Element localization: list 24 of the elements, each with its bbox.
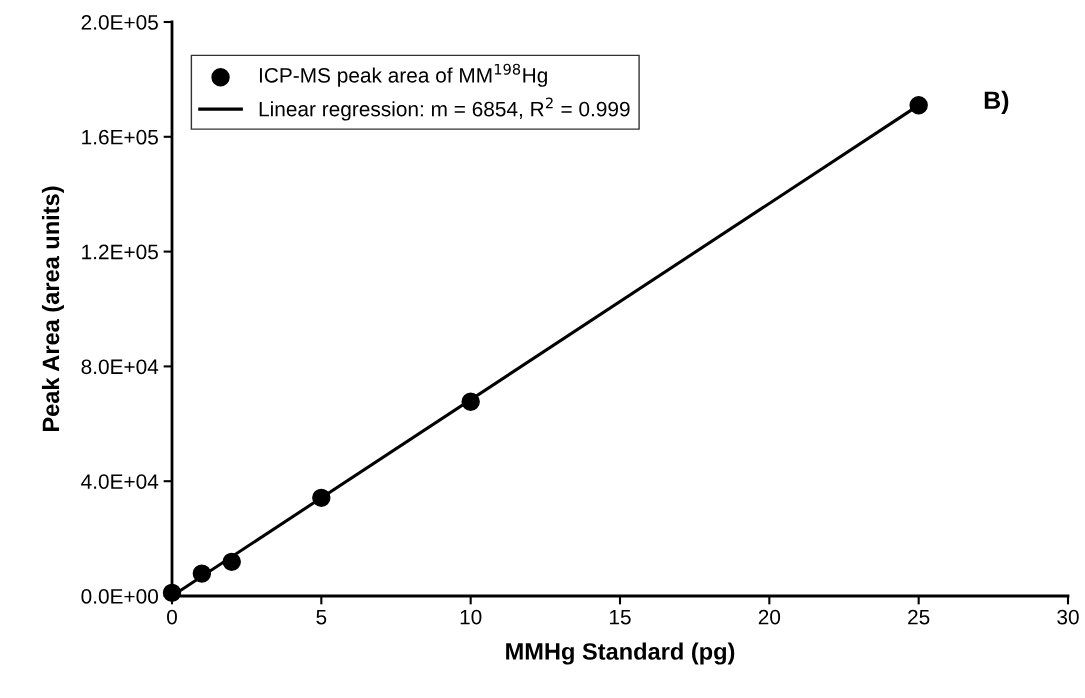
y-tick-label: 0.0E+00 [81,589,158,604]
point [222,552,241,572]
y-tick-label: 4.0E+04 [81,474,159,489]
point [312,488,331,508]
y-axis-title: Peak Area (area units) [41,186,64,431]
x-tick-label: 25 [908,609,930,625]
point [192,564,212,583]
x-tick-label: 10 [460,609,482,625]
point [461,392,480,411]
y-tick-label: 1.6E+05 [82,129,158,145]
annotation: B) [984,90,1009,115]
x-axis-title: MMHg Standard (pg) [506,642,735,665]
x-tick-label: 20 [758,609,781,625]
x-tick-label: 0 [167,609,177,625]
x-tick-label: 30 [1057,609,1079,625]
x-tick-label: 15 [610,609,631,625]
point [909,96,928,115]
y-tick-label: 8.0E+04 [81,359,159,375]
legend-label: Linear regression: m = 6854, R$^{2}$ = 0.999 [259,97,630,121]
x-tick-label: 5 [316,609,327,625]
point [162,583,182,603]
legend-label: ICP-MS peak area of MM$^{198}$Hg [259,63,547,87]
y-tick-label: 1.2E+05 [82,244,158,260]
y-tick-label: 2.0E+05 [81,15,158,30]
